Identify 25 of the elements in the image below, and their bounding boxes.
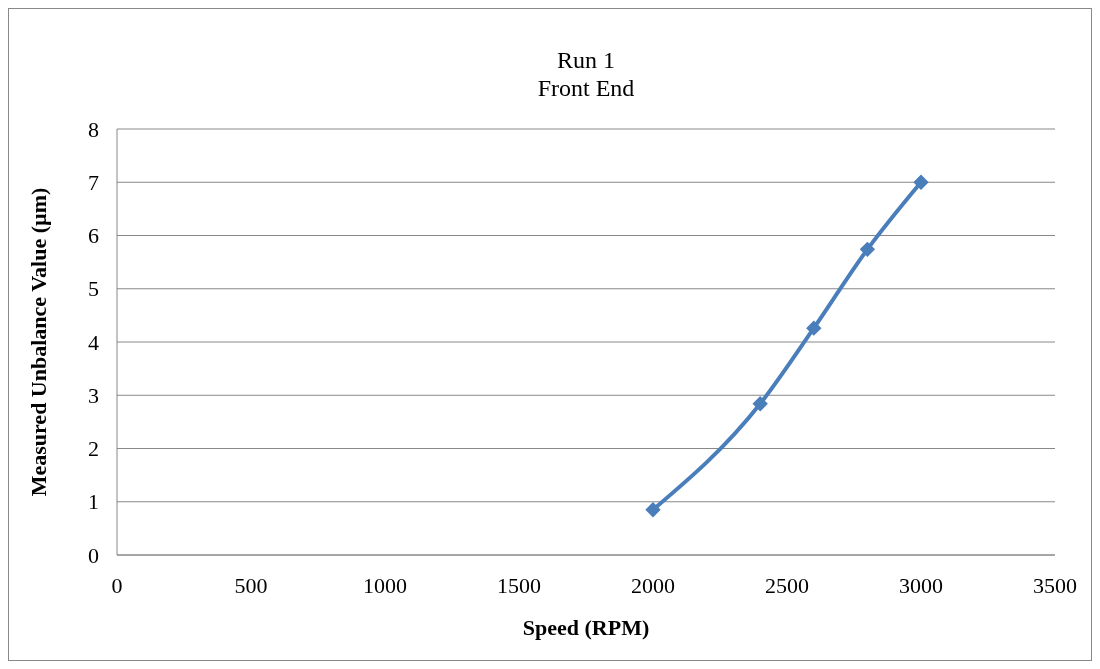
y-tick-label: 5 <box>88 276 99 302</box>
x-tick-label: 2500 <box>765 573 809 598</box>
x-tick-label: 500 <box>234 573 268 598</box>
chart-title: Run 1 Front End <box>537 47 635 101</box>
x-tick-label: 2000 <box>631 573 675 598</box>
y-tick-label: 1 <box>88 489 99 515</box>
x-axis-title: Speed (RPM) <box>522 615 650 640</box>
point <box>645 502 661 518</box>
x-tick-label: 3000 <box>899 573 943 598</box>
y-tick-label: 4 <box>88 329 99 355</box>
x-tick-label: 0 <box>111 573 123 598</box>
x-tick-label: 3500 <box>1033 573 1077 598</box>
x-tick-label: 1000 <box>363 573 407 598</box>
y-tick-label: 8 <box>88 116 99 142</box>
y-tick-label: 2 <box>88 436 99 462</box>
point <box>913 174 929 190</box>
y-tick-label: 0 <box>88 542 99 568</box>
point <box>806 320 822 336</box>
x-tick-label: 1500 <box>497 573 541 598</box>
y-tick-label: 6 <box>88 223 99 249</box>
y-tick-label: 7 <box>88 169 99 195</box>
point <box>752 396 768 412</box>
y-tick-label: 3 <box>88 382 99 408</box>
y-axis-title: Measured Unbalance Value (µm) <box>26 187 51 497</box>
point <box>859 241 876 258</box>
